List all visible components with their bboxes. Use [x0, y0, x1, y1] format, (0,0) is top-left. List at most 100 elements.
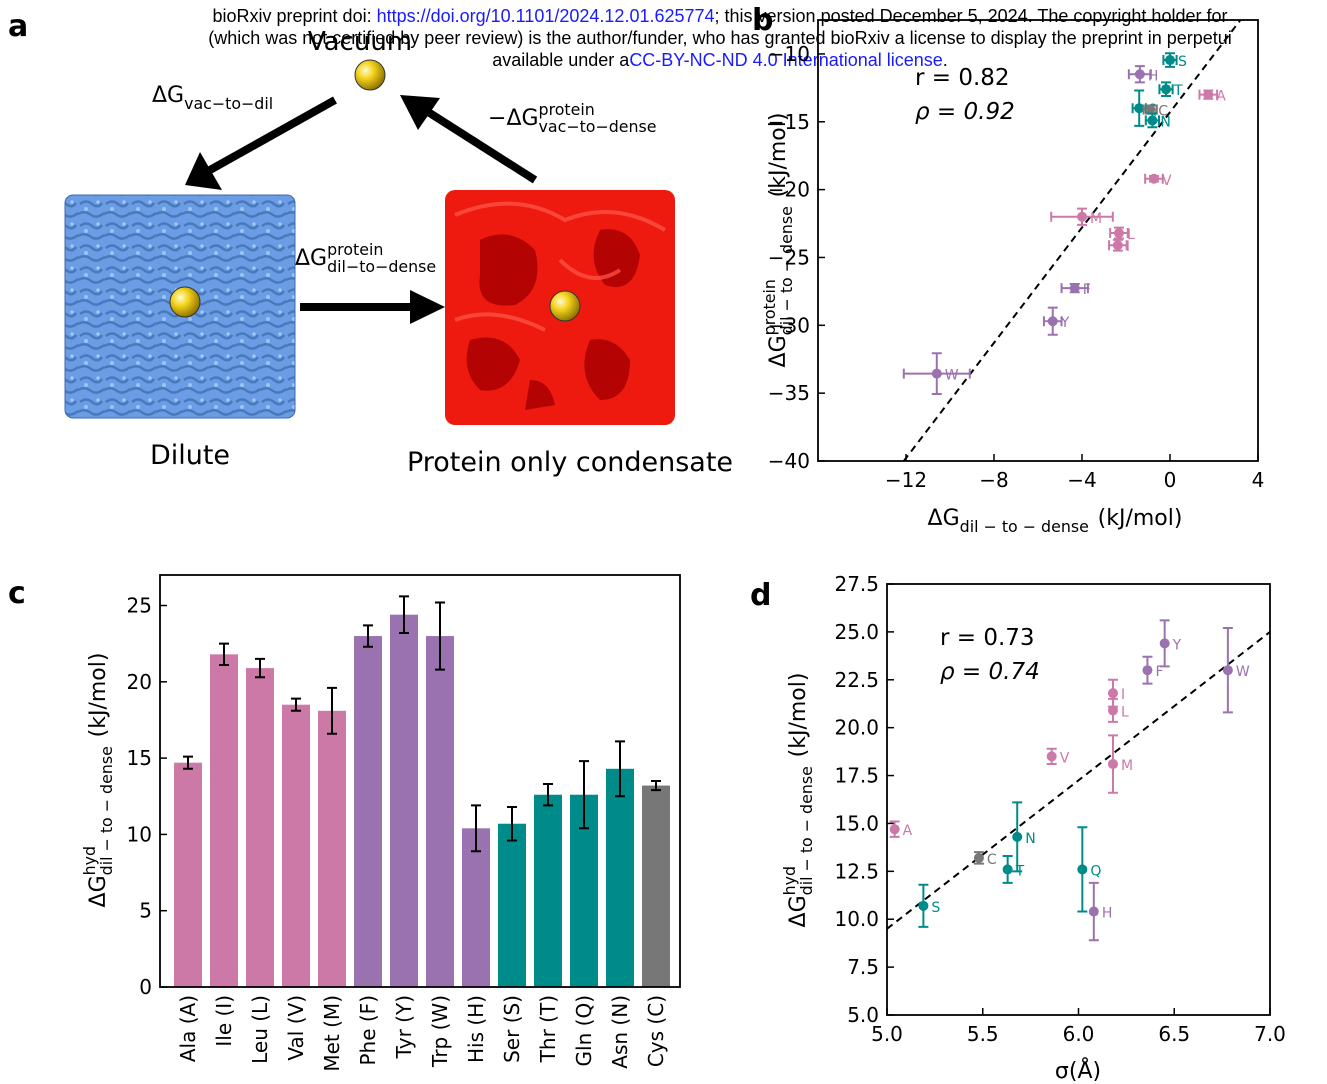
x-tick-label: 0 — [1164, 468, 1177, 492]
error-bar — [435, 601, 445, 671]
y-tick-label: −35 — [768, 381, 810, 405]
panel-letter: c — [8, 576, 26, 611]
point-label: S — [1178, 54, 1187, 70]
bar — [354, 636, 382, 987]
label-unit: (kJ/mol) — [1098, 506, 1183, 531]
arrow-head — [410, 290, 445, 324]
error-bar — [615, 740, 625, 798]
point — [1161, 84, 1172, 95]
point-label: I — [1126, 239, 1130, 255]
y-tick-label: 7.5 — [847, 955, 879, 979]
bar — [318, 710, 346, 987]
y-tick-label: 12.5 — [834, 859, 879, 883]
fit-line — [887, 631, 1270, 930]
y-tick-label: −40 — [768, 449, 810, 473]
point-label: F — [1155, 664, 1163, 680]
label-sub: dil − to − dense — [797, 766, 816, 895]
x-tick-label: −8 — [979, 468, 1008, 492]
point-label: C — [987, 852, 997, 868]
point-label: I — [1121, 687, 1125, 703]
label-unit: (kJ/mol) — [86, 653, 111, 738]
point — [1046, 751, 1057, 762]
label-sub: vac−to−dil — [184, 94, 273, 113]
arrow-head — [400, 95, 440, 130]
error-bar — [579, 760, 589, 830]
point — [889, 824, 900, 835]
point-label: A — [1216, 89, 1226, 105]
x-tick-label: Ala (A) — [176, 995, 200, 1062]
point-label: Y — [1172, 637, 1182, 653]
point — [1147, 115, 1158, 126]
point-label: W — [1236, 664, 1250, 680]
x-tick-label: Gln (Q) — [572, 995, 596, 1066]
error-bar — [291, 697, 301, 712]
y-tick-label: 0 — [139, 975, 152, 999]
y-tick-label: 5.0 — [847, 1003, 879, 1027]
point — [1165, 55, 1175, 66]
label-sub: dil − to − dense — [960, 517, 1089, 536]
arrows — [208, 96, 538, 311]
y-tick-label: 15 — [127, 746, 152, 770]
x-tick-label: Tyr (Y) — [392, 995, 416, 1059]
x-tick-label: 5.5 — [967, 1022, 999, 1046]
error-bar — [183, 755, 193, 770]
point-label: V — [1162, 173, 1172, 189]
x-tick-label: Ser (S) — [500, 995, 524, 1063]
x-tick-label: Ile (I) — [212, 995, 236, 1047]
point-label: W — [945, 368, 959, 384]
x-tick-label: Phe (F) — [356, 995, 380, 1066]
preprint-header: bioRxiv preprint doi: https://doi.org/10… — [213, 6, 1228, 26]
bar — [426, 636, 454, 987]
bar — [210, 654, 238, 987]
annotation: r = 0.73 — [940, 625, 1035, 651]
y-tick-label: −25 — [768, 245, 810, 269]
x-tick-label: Cys (C) — [644, 995, 668, 1067]
y-tick-label: −10 — [768, 42, 810, 66]
label-sub: vac−to−dense — [539, 117, 657, 136]
fit-line — [903, 20, 1242, 461]
point-label: C — [1158, 104, 1168, 120]
point — [1069, 283, 1080, 294]
bar — [246, 668, 274, 987]
point — [1159, 638, 1170, 649]
point — [1107, 759, 1118, 770]
point-label: L — [1127, 227, 1135, 243]
point-label: M — [1090, 211, 1102, 227]
point-label: N — [1025, 831, 1035, 847]
vacuum-label: Vacuum — [308, 27, 412, 57]
error-bar — [543, 783, 553, 807]
point-label: L — [1121, 704, 1129, 720]
x-tick-label: 6.5 — [1158, 1022, 1190, 1046]
point — [1142, 665, 1153, 676]
point-label: S — [931, 900, 940, 916]
point — [1002, 864, 1013, 875]
bar — [174, 762, 202, 987]
point-label: Q — [1090, 863, 1101, 879]
preprint-header: (which was not certified by peer review)… — [208, 28, 1232, 48]
header-text: . — [943, 50, 948, 70]
point — [1145, 104, 1156, 115]
point-label: H — [1102, 906, 1113, 922]
x-tick-label: 6.0 — [1063, 1022, 1095, 1046]
dilute-label: Dilute — [150, 440, 230, 471]
error-bar — [255, 657, 265, 679]
point — [1203, 89, 1214, 100]
ion-dilute — [169, 286, 201, 318]
y-tick-label: −30 — [768, 313, 810, 337]
ion-condensate — [549, 290, 581, 322]
point — [1107, 705, 1118, 716]
x-tick-label: His (H) — [464, 995, 488, 1063]
point — [1077, 864, 1088, 875]
error-bar — [327, 686, 337, 735]
label-prefix: − — [488, 106, 506, 131]
point — [931, 368, 942, 379]
y-tick-label: 20 — [127, 670, 152, 694]
panel-a-diagram — [64, 59, 675, 425]
label-base: ΔG — [766, 335, 791, 367]
label-base: ΔG — [152, 83, 184, 108]
y-tick-label: 10 — [127, 822, 152, 846]
label-sub: dil − to − dense — [777, 206, 796, 335]
